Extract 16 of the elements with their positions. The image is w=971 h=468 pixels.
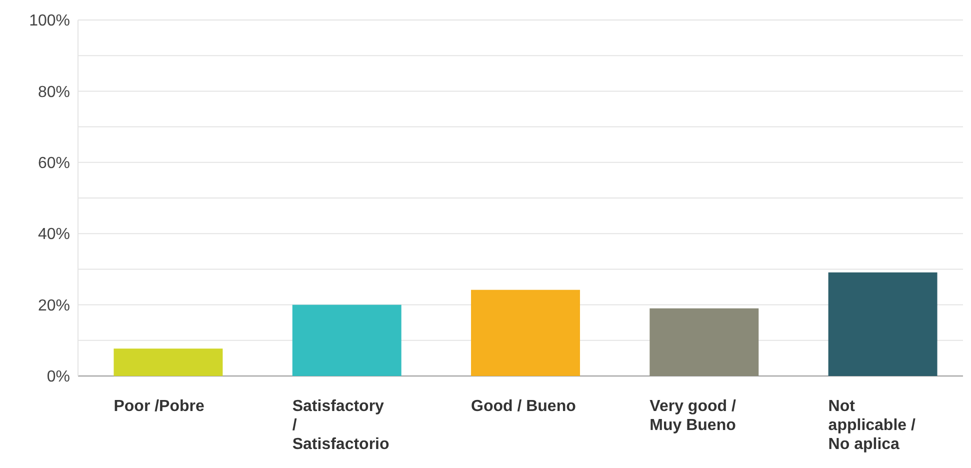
y-tick-label: 80% [38,84,70,101]
bar [114,348,223,376]
bar [828,272,938,376]
x-tick-label: Not applicable / No aplica [828,398,916,453]
bar [471,290,580,376]
bar [292,304,402,376]
bar [650,308,759,376]
y-tick-label: 60% [38,155,70,172]
x-tick-label: Poor /Pobre [114,398,205,415]
y-tick-label: 40% [38,226,70,244]
x-tick-label: Very good / Muy Bueno [650,398,736,434]
y-tick-label: 100% [29,12,70,30]
y-tick-label: 20% [38,297,70,314]
x-tick-label: Good / Bueno [471,398,576,415]
y-tick-label: 0% [46,368,70,386]
x-tick-label: Satisfactory / Satisfactorio [292,398,390,453]
